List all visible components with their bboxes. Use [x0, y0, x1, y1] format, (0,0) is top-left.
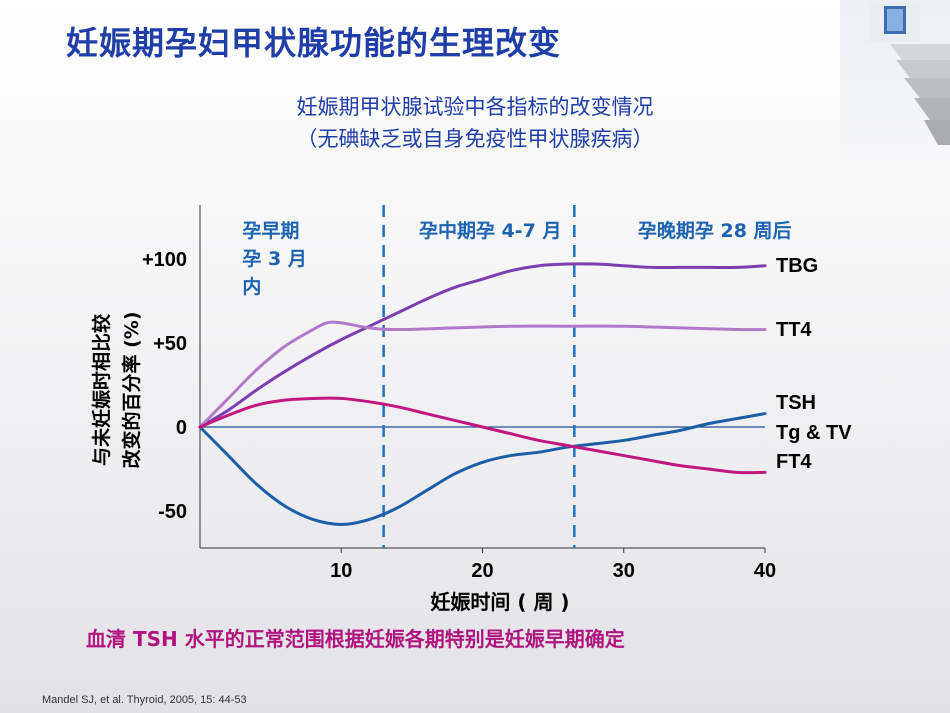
trimester-label: 孕晚期孕 28 周后 [638, 219, 792, 242]
series-label-ft4: FT4 [776, 451, 812, 473]
trimester-label: 孕中期孕 4-7 月 [419, 219, 562, 242]
footnote-tsh: 血清 TSH 水平的正常范围根据妊娠各期特别是妊娠早期确定 [86, 627, 625, 651]
x-tick-label: 20 [471, 560, 493, 582]
trimester-label: 孕早期孕 3 月内 [242, 220, 306, 298]
series-label-tsh: TSH Tg & TV [776, 392, 852, 444]
y-tick-label: 0 [176, 417, 187, 439]
citation: Mandel SJ, et al. Thyroid, 2005, 15: 44-… [42, 694, 247, 706]
chart-axes: +100 +50 0 -50 10 20 30 40 [142, 205, 776, 582]
series-labels: TBG TT4 TSH Tg & TV FT4 [776, 255, 852, 473]
chart-subtitle: 妊娠期甲状腺试验中各指标的改变情况 [296, 95, 654, 119]
y-axis-label: 与未妊娠时相比较 [90, 314, 113, 466]
trimester-labels: 孕早期孕 3 月内 孕中期孕 4-7 月 孕晚期孕 28 周后 [242, 219, 791, 298]
staircase-decoration [840, 0, 950, 160]
chart-subtitle-note: （无碘缺乏或自身免疫性甲状腺疾病） [296, 127, 654, 151]
y-tick-label: +100 [142, 249, 187, 271]
series-line-tt4 [198, 320, 767, 429]
series-line-ft4 [198, 396, 767, 475]
slide-title: 妊娠期孕妇甲状腺功能的生理改变 [66, 24, 562, 62]
x-tick-label: 30 [613, 560, 635, 582]
y-tick-label: -50 [158, 501, 187, 523]
x-axis-label: 妊娠时间 ( 周 ) [430, 590, 569, 614]
series-line-tbg [198, 262, 767, 429]
x-tick-label: 40 [754, 560, 776, 582]
y-axis-label-unit: 改变的百分率 (%) [120, 311, 143, 468]
series-lines [198, 262, 767, 526]
series-label-tt4: TT4 [776, 319, 812, 341]
trimester-dividers [382, 205, 576, 548]
series-label-tbg: TBG [776, 255, 818, 277]
y-tick-label: +50 [153, 333, 187, 355]
x-tick-label: 10 [330, 560, 352, 582]
series-line-tsh [198, 412, 767, 526]
